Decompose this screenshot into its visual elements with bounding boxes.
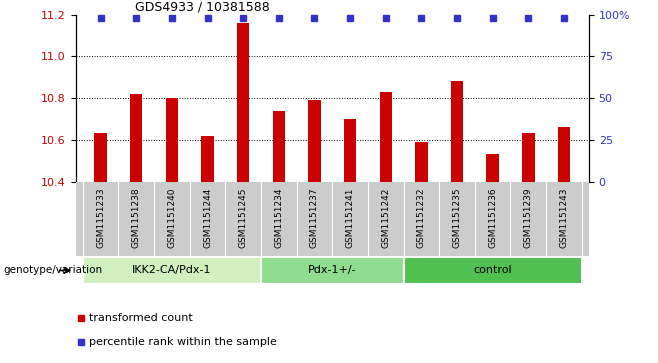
Text: GSM1151245: GSM1151245 <box>239 187 247 248</box>
Text: transformed count: transformed count <box>88 313 192 323</box>
Text: GSM1151235: GSM1151235 <box>453 187 461 248</box>
Text: Pdx-1+/-: Pdx-1+/- <box>308 265 357 275</box>
Bar <box>237 23 249 182</box>
Text: genotype/variation: genotype/variation <box>3 265 103 276</box>
Text: control: control <box>473 265 512 275</box>
Bar <box>380 92 392 182</box>
Bar <box>403 257 582 284</box>
Bar <box>94 134 107 182</box>
Text: GSM1151232: GSM1151232 <box>417 187 426 248</box>
Text: GSM1151240: GSM1151240 <box>167 187 176 248</box>
Text: percentile rank within the sample: percentile rank within the sample <box>88 337 276 347</box>
Text: GSM1151239: GSM1151239 <box>524 187 533 248</box>
Bar <box>451 81 463 182</box>
Text: GSM1151237: GSM1151237 <box>310 187 319 248</box>
Text: IKK2-CA/Pdx-1: IKK2-CA/Pdx-1 <box>132 265 212 275</box>
Bar <box>83 257 261 284</box>
Text: GSM1151238: GSM1151238 <box>132 187 141 248</box>
Bar <box>261 257 403 284</box>
Text: GSM1151233: GSM1151233 <box>96 187 105 248</box>
Text: GSM1151236: GSM1151236 <box>488 187 497 248</box>
Bar <box>130 94 143 182</box>
Text: GSM1151241: GSM1151241 <box>345 187 355 248</box>
Bar <box>558 127 570 182</box>
Bar <box>272 111 285 182</box>
Bar <box>201 136 214 182</box>
Bar <box>415 142 428 182</box>
Text: GSM1151234: GSM1151234 <box>274 187 284 248</box>
Bar <box>486 154 499 182</box>
Bar <box>308 100 320 182</box>
Bar <box>344 119 357 182</box>
Text: GDS4933 / 10381588: GDS4933 / 10381588 <box>135 0 270 13</box>
Text: GSM1151242: GSM1151242 <box>381 187 390 248</box>
Bar <box>522 134 534 182</box>
Text: GSM1151243: GSM1151243 <box>559 187 569 248</box>
Bar <box>166 98 178 182</box>
Text: GSM1151244: GSM1151244 <box>203 187 212 248</box>
